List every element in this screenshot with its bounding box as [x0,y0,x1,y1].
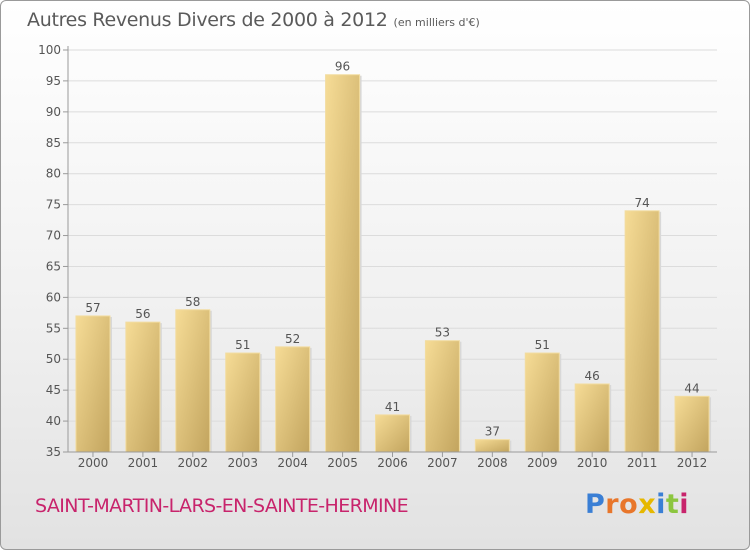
axes [67,46,717,453]
bar-value-label: 96 [335,60,350,74]
logo-letter: o [619,489,639,520]
logo-letter: i [656,489,666,520]
bar [674,395,710,453]
x-tick-label: 2012 [677,456,708,470]
proxiti-logo: Proxiti [585,489,689,520]
logo-letter: i [679,489,690,520]
y-tick-label: 45 [46,383,61,397]
y-tick-label: 95 [46,74,61,88]
bar-value-label: 46 [585,369,600,383]
x-tick-label: 2011 [627,456,658,470]
bar [375,414,410,453]
bar-value-label: 41 [385,400,400,414]
y-tick-label: 80 [46,167,61,181]
y-tick-label: 100 [38,43,61,57]
y-tick-label: 50 [46,352,61,366]
chart-title: Autres Revenus Divers de 2000 à 2012 (en … [27,9,480,31]
y-tick-label: 40 [46,414,61,428]
bar-value-label: 58 [185,295,200,309]
bar-value-label: 44 [684,381,699,395]
x-tick-label: 2008 [477,456,508,470]
bar [175,309,211,453]
bar-value-label: 51 [235,338,250,352]
bar-value-label: 52 [285,332,300,346]
y-tick-label: 35 [46,445,61,459]
logo-letter: r [605,489,620,520]
grid-lines [68,49,717,422]
x-tick-label: 2003 [227,456,258,470]
bar [325,74,361,453]
bar [424,340,460,453]
y-tick-label: 85 [46,136,61,150]
chart-unit: (en milliers d'€) [393,16,480,29]
bar [524,352,560,453]
bar [225,352,261,453]
y-tick-label: 55 [46,321,61,335]
x-tick-label: 2005 [327,456,358,470]
town-name: SAINT-MARTIN-LARS-EN-SAINTE-HERMINE [35,495,409,517]
y-tick-label: 75 [46,198,61,212]
logo-letter: x [638,489,657,520]
bar [624,210,660,453]
bar-value-label: 37 [485,425,500,439]
x-tick-label: 2006 [377,456,408,470]
bar [75,315,111,453]
y-tick-label: 90 [46,105,61,119]
value-labels: 57 56 58 51 52 96 41 53 37 51 46 74 44 [85,60,699,439]
x-tick-label: 2002 [178,456,209,470]
chart-title-text: Autres Revenus Divers de 2000 à 2012 [27,9,388,31]
bar [574,383,610,453]
logo-letter: P [585,489,606,520]
y-tick-label: 60 [46,290,61,304]
bar-value-label: 51 [535,338,550,352]
y-axis-ticks: 35 40 45 50 55 60 65 70 75 80 85 90 95 100 [38,43,68,459]
bar [275,346,311,453]
x-axis-ticks: 2000 2001 2002 2003 2004 2005 2006 2007 2008 2009… [78,452,708,470]
x-tick-label: 2009 [527,456,558,470]
x-tick-label: 2007 [427,456,458,470]
bars [75,74,712,453]
x-tick-label: 2010 [577,456,608,470]
logo-letter: t [665,489,680,520]
y-tick-label: 70 [46,229,61,243]
x-tick-label: 2000 [78,456,109,470]
bar-value-label: 53 [435,326,450,340]
x-tick-label: 2004 [277,456,308,470]
bar [474,439,510,453]
bar-value-label: 74 [634,196,649,210]
x-tick-label: 2001 [128,456,159,470]
bar-value-label: 56 [135,307,150,321]
bar [125,321,161,453]
bar-value-label: 57 [85,301,100,315]
y-tick-label: 65 [46,259,61,273]
